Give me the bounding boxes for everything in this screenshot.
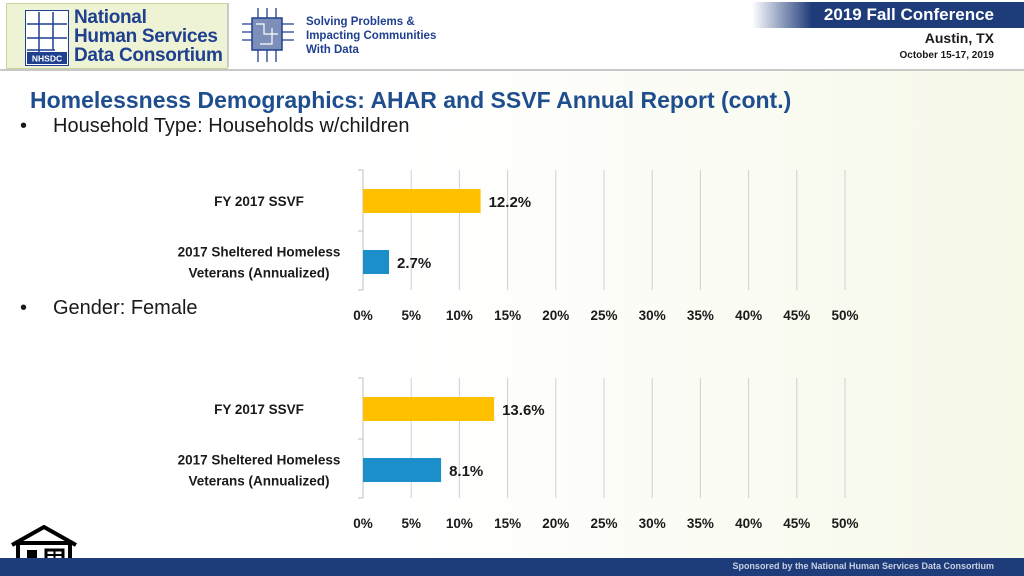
chart-households-with-children: 12.2% FY 2017 SSVF 2.7% 2017 Sheltered Home… bbox=[0, 165, 1024, 365]
conference-dates: October 15-17, 2019 bbox=[899, 50, 995, 61]
tick-label: 25% bbox=[590, 516, 617, 531]
tick-label: 50% bbox=[831, 516, 858, 531]
conference-banner: 2019 Fall Conference bbox=[752, 2, 1024, 28]
footer-sponsor-text: Sponsored by the National Human Services… bbox=[732, 561, 994, 571]
conference-title: 2019 Fall Conference bbox=[823, 5, 994, 24]
nhsdc-logo: NHSDC National Human Services Data Conso… bbox=[6, 3, 228, 69]
tagline-line-1: Solving Problems & bbox=[306, 16, 415, 28]
tick-label: 40% bbox=[735, 308, 762, 323]
header: NHSDC National Human Services Data Conso… bbox=[0, 0, 1024, 71]
data-label: 8.1% bbox=[449, 463, 483, 480]
bar-chart-svg: 12.2% FY 2017 SSVF 2.7% 2017 Sheltered Home… bbox=[178, 169, 859, 323]
header-rule bbox=[0, 69, 1024, 71]
logo-line-3: Data Consortium bbox=[74, 45, 223, 66]
tagline-line-2: Impacting Communities bbox=[306, 30, 437, 42]
category-label: FY 2017 SSVF bbox=[214, 194, 304, 209]
bullet-gender: • Gender: Female bbox=[20, 297, 198, 320]
map-grid-icon: NHSDC bbox=[25, 10, 69, 66]
footer-bar: Sponsored by the National Human Services… bbox=[0, 558, 1024, 576]
tick-label: 5% bbox=[401, 516, 421, 531]
tick-label: 50% bbox=[831, 308, 858, 323]
data-label: 2.7% bbox=[397, 255, 431, 272]
category-label: FY 2017 SSVF bbox=[214, 402, 304, 417]
bar-ssvf bbox=[363, 189, 481, 213]
tick-label: 5% bbox=[401, 308, 421, 323]
bullet-text: Household Type: Households w/children bbox=[53, 115, 410, 137]
slide-title: Homelessness Demographics: AHAR and SSVF… bbox=[30, 87, 792, 113]
tick-label: 15% bbox=[494, 308, 521, 323]
tick-label: 10% bbox=[446, 308, 473, 323]
bar-ahar bbox=[363, 250, 390, 274]
chart-gender-female: 13.6% FY 2017 SSVF 8.1% 2017 Sheltered Home… bbox=[0, 373, 1024, 573]
bar-chart-svg: 13.6% FY 2017 SSVF 8.1% 2017 Sheltered Home… bbox=[178, 377, 859, 531]
circuit-chip-icon bbox=[242, 8, 294, 62]
bar-ahar bbox=[363, 458, 442, 482]
logo-line-1: National bbox=[74, 7, 147, 28]
category-label: 2017 Sheltered Homeless bbox=[178, 453, 341, 468]
tick-label: 0% bbox=[353, 516, 373, 531]
logo-line-2: Human Services bbox=[74, 26, 218, 47]
tick-label: 30% bbox=[639, 516, 666, 531]
bullet-symbol: • bbox=[20, 297, 28, 319]
bullet-text: Gender: Female bbox=[53, 297, 198, 319]
tick-label: 0% bbox=[353, 308, 373, 323]
data-label: 13.6% bbox=[502, 402, 545, 419]
logo-text: National Human Services Data Consortium bbox=[74, 8, 223, 65]
tick-label: 35% bbox=[687, 516, 714, 531]
tick-label: 15% bbox=[494, 516, 521, 531]
tagline: Solving Problems & Impacting Communities… bbox=[306, 15, 436, 57]
tick-label: 35% bbox=[687, 308, 714, 323]
bar-ssvf bbox=[363, 397, 495, 421]
tick-label: 45% bbox=[783, 516, 810, 531]
tick-label: 10% bbox=[446, 516, 473, 531]
bullet-household-type: • Household Type: Households w/children bbox=[20, 115, 410, 138]
bullet-symbol: • bbox=[20, 115, 28, 137]
header-divider bbox=[227, 3, 229, 67]
data-label: 12.2% bbox=[489, 194, 532, 211]
tick-label: 45% bbox=[783, 308, 810, 323]
tick-label: 40% bbox=[735, 516, 762, 531]
conference-city: Austin, TX bbox=[924, 30, 994, 46]
tick-label: 20% bbox=[542, 308, 569, 323]
logo-badge: NHSDC bbox=[32, 54, 62, 64]
tick-label: 25% bbox=[590, 308, 617, 323]
tick-label: 30% bbox=[639, 308, 666, 323]
category-label: Veterans (Annualized) bbox=[188, 474, 329, 489]
category-label: Veterans (Annualized) bbox=[188, 266, 329, 281]
tick-label: 20% bbox=[542, 516, 569, 531]
slide-background bbox=[0, 70, 1024, 558]
category-label: 2017 Sheltered Homeless bbox=[178, 245, 341, 260]
tagline-line-3: With Data bbox=[306, 44, 359, 56]
